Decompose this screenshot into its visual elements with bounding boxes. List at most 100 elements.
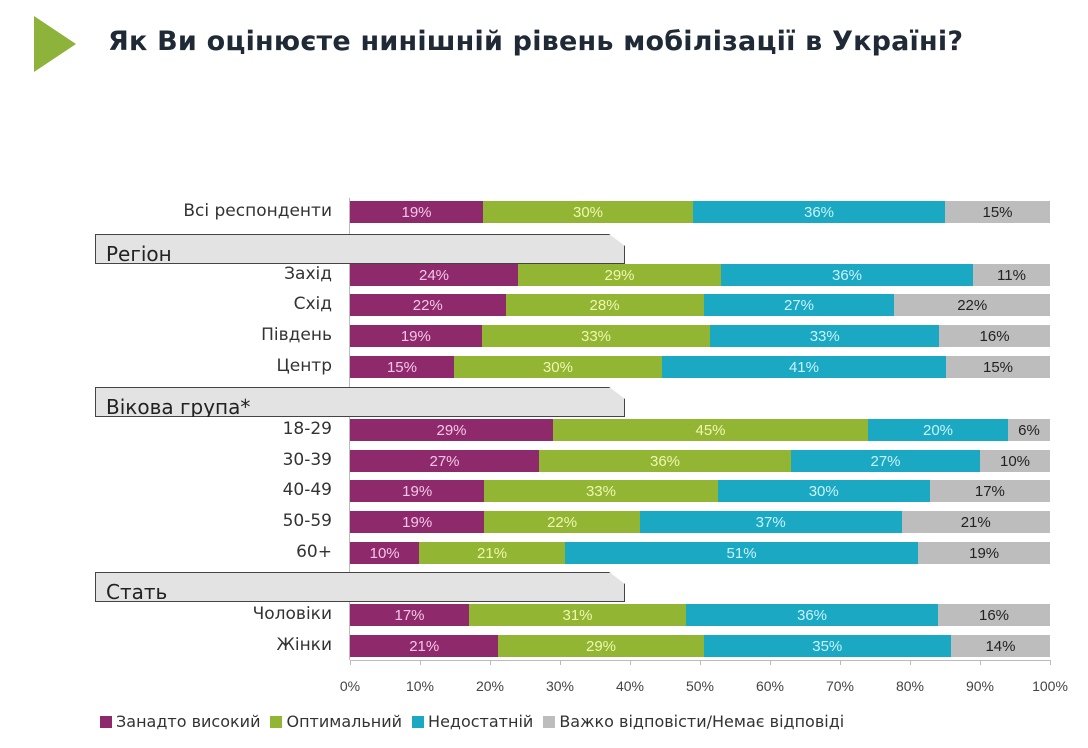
- row-label: 18-29: [282, 419, 332, 439]
- bar-segment-занадто-високий: 19%: [350, 480, 485, 502]
- bar-segment-важко-відповісти: 6%: [1008, 419, 1050, 441]
- data-label: 15%: [982, 203, 1013, 221]
- row-label: Південь: [261, 325, 332, 345]
- data-label: 19%: [400, 327, 431, 345]
- data-label: 29%: [585, 637, 617, 655]
- data-label: 21%: [960, 513, 991, 531]
- data-label: 17%: [394, 606, 425, 624]
- x-tick-mark: [770, 660, 771, 665]
- x-tick-mark: [350, 660, 351, 665]
- bar-segment-оптимальний: 30%: [453, 356, 662, 378]
- group-header-label: Стать: [106, 580, 168, 604]
- bar-segment-недостатній: 41%: [661, 356, 947, 378]
- data-label: 15%: [386, 358, 417, 376]
- title-arrow-icon: [34, 16, 76, 72]
- x-tick-mark: [910, 660, 911, 665]
- data-label: 6%: [1018, 421, 1040, 439]
- row-label: Чоловіки: [252, 604, 332, 624]
- data-label: 22%: [547, 513, 578, 531]
- data-label: 45%: [695, 421, 726, 439]
- bar-segment-недостатній: 36%: [686, 604, 938, 626]
- x-tick-mark: [1050, 660, 1051, 665]
- x-tick-label: 70%: [825, 678, 855, 694]
- bar-segment-важко-відповісти: 17%: [929, 480, 1050, 502]
- x-tick-label: 40%: [615, 678, 645, 694]
- data-label: 17%: [974, 482, 1005, 500]
- bar-segment-оптимальний: 31%: [469, 604, 686, 626]
- x-tick-mark: [490, 660, 491, 665]
- bar-segment-оптимальний: 33%: [484, 480, 718, 502]
- data-label: 24%: [418, 266, 450, 284]
- bar-segment-занадто-високий: 17%: [350, 604, 469, 626]
- data-label: 33%: [809, 327, 840, 345]
- row-label: 60+: [296, 542, 332, 562]
- bar-segment-важко-відповісти: 16%: [939, 325, 1050, 347]
- bar-segment-оптимальний: 33%: [481, 325, 711, 347]
- data-label: 36%: [831, 266, 863, 284]
- legend: Занадто високий Оптимальний Недостатній Важ…: [100, 712, 844, 731]
- bar-segment-занадто-високий: 29%: [350, 419, 553, 441]
- bar-segment-занадто-високий: 19%: [350, 511, 485, 533]
- row-label: Всі респонденти: [183, 201, 332, 221]
- legend-item: Недостатній: [412, 712, 533, 731]
- data-label: 37%: [755, 513, 786, 531]
- data-label: 33%: [585, 482, 616, 500]
- page-title: Як Ви оцінюєте нинішній рівень мобілізац…: [108, 26, 964, 57]
- bar-segment-недостатній: 37%: [639, 511, 902, 533]
- x-tick-label: 60%: [755, 678, 785, 694]
- y-axis-line: [349, 198, 350, 660]
- row-label: Схід: [293, 294, 332, 314]
- legend-label: Важко відповісти/Немає відповіді: [559, 712, 845, 731]
- data-label: 19%: [402, 482, 433, 500]
- data-label: 14%: [985, 637, 1016, 655]
- data-label: 28%: [589, 296, 620, 314]
- x-tick-label: 100%: [1032, 678, 1068, 694]
- x-tick-mark: [630, 660, 631, 665]
- data-label: 19%: [401, 203, 432, 221]
- x-tick-mark: [700, 660, 701, 665]
- data-label: 27%: [870, 452, 901, 470]
- bar-segment-недостатній: 27%: [703, 294, 895, 316]
- x-tick-mark: [840, 660, 841, 665]
- row-label: 40-49: [282, 480, 332, 500]
- data-label: 30%: [572, 203, 604, 221]
- bar-segment-оптимальний: 28%: [505, 294, 704, 316]
- bar-segment-оптимальний: 45%: [553, 419, 868, 441]
- group-header: Стать: [95, 572, 625, 602]
- data-label: 36%: [649, 452, 681, 470]
- data-label: 10%: [999, 452, 1031, 470]
- bar-segment-недостатній: 30%: [717, 480, 930, 502]
- row-label: Центр: [276, 356, 332, 376]
- x-tick-label: 50%: [685, 678, 715, 694]
- bar-segment-важко-відповісти: 11%: [973, 264, 1050, 286]
- x-tick-label: 80%: [895, 678, 925, 694]
- bar-segment-недостатній: 20%: [868, 419, 1008, 441]
- legend-label: Недостатній: [428, 712, 534, 731]
- data-label: 21%: [409, 637, 440, 655]
- bar-segment-недостатній: 51%: [564, 542, 919, 564]
- bar-segment-занадто-високий: 19%: [350, 201, 483, 223]
- data-label: 16%: [978, 606, 1010, 624]
- row-label: 50-59: [282, 511, 332, 531]
- data-label: 29%: [436, 421, 467, 439]
- legend-item: Оптимальний: [270, 712, 402, 731]
- bar-segment-оптимальний: 29%: [498, 635, 704, 657]
- legend-item: Занадто високий: [100, 712, 260, 731]
- group-header: Вікова група*: [95, 387, 625, 417]
- bar-segment-занадто-високий: 24%: [350, 264, 518, 286]
- bar-segment-занадто-високий: 21%: [350, 635, 499, 657]
- x-tick-label: 20%: [475, 678, 505, 694]
- row-label: Жінки: [276, 635, 332, 655]
- bar-segment-оптимальний: 29%: [518, 264, 721, 286]
- data-label: 15%: [982, 358, 1014, 376]
- data-label: 30%: [808, 482, 839, 500]
- group-header-label: Вікова група*: [106, 395, 251, 419]
- x-tick-label: 0%: [339, 678, 361, 694]
- bar-segment-важко-відповісти: 22%: [894, 294, 1050, 316]
- data-label: 41%: [788, 358, 819, 376]
- x-tick-label: 30%: [545, 678, 575, 694]
- data-label: 29%: [604, 266, 635, 284]
- x-tick-mark: [420, 660, 421, 665]
- data-label: 11%: [997, 266, 1026, 284]
- row-label: 30-39: [282, 450, 332, 470]
